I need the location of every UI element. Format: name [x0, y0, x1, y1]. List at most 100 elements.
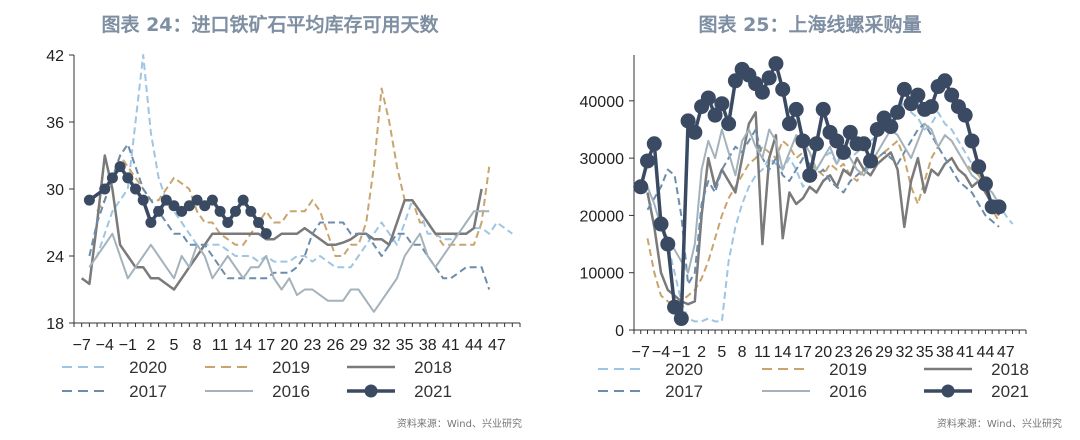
x-tick-label: 32: [895, 344, 913, 361]
point-2021: [923, 99, 939, 115]
y-tick-label: 30: [46, 182, 64, 199]
point-2021: [646, 136, 662, 152]
chart-panel-right: 图表 25：上海线螺采购量 0 10000 20000 30000 40000 −7 −4−…: [540, 0, 1080, 440]
legend-item-2016: 2016: [205, 382, 310, 401]
series-line-2020: [88, 54, 513, 269]
point-2021: [991, 199, 1007, 215]
point-2021: [910, 87, 926, 103]
x-tick-label: 14: [234, 337, 252, 354]
point-2021: [673, 311, 689, 327]
point-2021: [944, 87, 960, 103]
x-tick-label: 11: [754, 344, 771, 361]
series-line-2018: [646, 111, 1001, 306]
y-tick-label: 0: [615, 323, 624, 340]
x-tick-label: 47: [997, 344, 1015, 361]
point-2021: [977, 176, 993, 192]
y-tick-label: 42: [46, 48, 64, 65]
x-tick-label: 14: [774, 344, 792, 361]
legend-item-2017: 2017: [598, 382, 703, 401]
point-2021: [168, 200, 180, 212]
point-2021: [106, 172, 118, 184]
x-tick-label: 5: [717, 344, 726, 361]
y-tick-label: 24: [46, 249, 64, 266]
x-tick-label: −7: [632, 344, 650, 361]
x-tick-label: 47: [488, 337, 506, 354]
point-2021: [253, 217, 265, 228]
point-2021: [191, 194, 203, 206]
point-2021: [836, 144, 852, 160]
line-chart-rebar-purchase: 0 10000 20000 30000 40000 −7 −4 −1 2 5 8 11 14 17 20 23…: [580, 55, 1029, 401]
point-2021: [114, 161, 126, 173]
legend-item-2019: 2019: [205, 358, 310, 377]
y-tick-label: 20000: [580, 208, 625, 225]
y-tick-label: 30000: [580, 151, 625, 168]
legend-label: 2020: [129, 358, 167, 377]
x-tick-label: 20: [814, 344, 832, 361]
point-2021: [768, 56, 784, 72]
legend-label: 2018: [414, 358, 452, 377]
point-2021: [653, 216, 669, 232]
x-tick-label: 32: [373, 337, 391, 354]
x-tick-label: 5: [170, 337, 179, 354]
point-2021: [896, 81, 912, 97]
point-2021: [775, 81, 791, 97]
x-tick-label: 35: [916, 344, 934, 361]
x-tick-label: 38: [419, 337, 437, 354]
x-tick-label: 41: [956, 344, 974, 361]
series-line-2017: [646, 122, 1000, 286]
legend-label: 2021: [414, 382, 452, 401]
x-tick-label: 11: [212, 337, 229, 354]
legend-label: 2019: [272, 358, 310, 377]
y-tick-label: 40000: [580, 94, 625, 111]
point-2021: [863, 153, 879, 169]
legend-label: 2016: [272, 382, 310, 401]
point-2021: [245, 205, 257, 217]
x-tick-label: 26: [855, 344, 873, 361]
legend-item-2016: 2016: [762, 382, 867, 401]
x-tick-label: −1: [672, 344, 690, 361]
point-2021: [260, 228, 272, 240]
point-2021: [145, 217, 157, 228]
legend-label: 2019: [829, 360, 867, 379]
series-line-2016: [88, 210, 490, 313]
x-tick-label: −1: [119, 337, 137, 354]
x-tick-label: 20: [280, 337, 298, 354]
chart-title: 图表 25：上海线螺采购量: [698, 14, 922, 36]
point-2021: [890, 104, 906, 120]
point-2021: [795, 133, 811, 149]
legend-marker: [941, 384, 955, 398]
source-note: 资料来源：Wind、兴业研究: [936, 419, 1062, 430]
x-tick-label: 8: [193, 337, 202, 354]
point-2021: [761, 70, 777, 86]
chart-panel-left: 图表 24：进口铁矿石平均库存可用天数 18 24 30 36 42 −7 −4 −1 2 5 8 1…: [46, 14, 522, 430]
legend-label: 2018: [991, 360, 1029, 379]
series-line-2019: [96, 87, 491, 257]
point-2021: [856, 136, 872, 152]
legend-item-2019: 2019: [762, 360, 867, 379]
point-2021: [214, 205, 226, 217]
x-tick-label: 41: [442, 337, 460, 354]
legend-label: 2021: [991, 382, 1029, 401]
line-chart-inventory-days: 18 24 30 36 42 −7 −4 −1 2 5 8 11 14 17 20 23 26 29 32 35 38 4…: [46, 48, 521, 401]
series-line-2021: [639, 61, 999, 321]
point-2021: [937, 73, 953, 89]
point-2021: [802, 167, 818, 183]
point-2021: [176, 205, 188, 217]
legend-marker: [364, 384, 378, 398]
series-line-2016: [646, 122, 1000, 274]
point-2021: [183, 200, 195, 212]
point-2021: [206, 194, 218, 206]
point-2021: [754, 84, 770, 100]
legend-label: 2020: [665, 360, 703, 379]
series-line-2020: [660, 99, 1014, 323]
x-tick-label: 17: [257, 337, 275, 354]
source-note: 资料来源：Wind、兴业研究: [396, 419, 522, 430]
point-2021: [160, 194, 172, 206]
y-tick-label: 18: [46, 316, 64, 333]
x-tick-label: 23: [835, 344, 853, 361]
point-2021: [808, 136, 824, 152]
point-2021: [122, 172, 134, 184]
point-2021: [680, 113, 696, 129]
point-2021: [667, 299, 683, 315]
point-2021: [700, 90, 716, 106]
